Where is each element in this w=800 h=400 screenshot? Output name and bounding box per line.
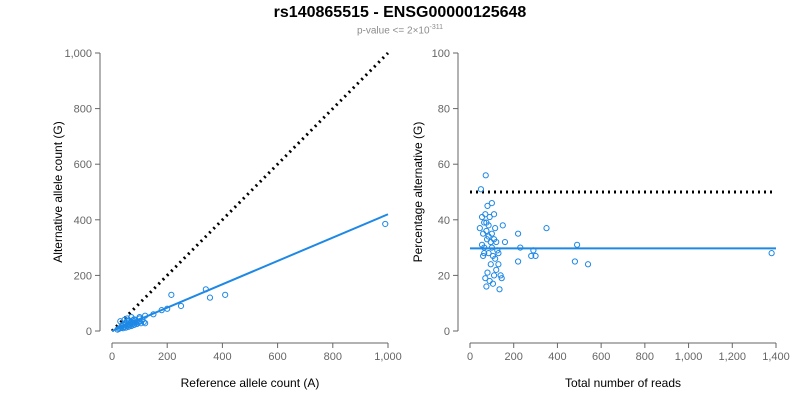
y-tick-label: 100 <box>432 48 450 60</box>
data-point <box>177 302 185 310</box>
x-tick-label: 800 <box>324 351 342 363</box>
data-point <box>206 294 214 301</box>
data-point <box>499 222 506 229</box>
data-point <box>495 261 502 268</box>
data-point <box>484 269 491 276</box>
data-point <box>487 261 494 268</box>
data-point <box>574 241 581 248</box>
data-point <box>483 219 490 226</box>
data-point <box>486 277 493 285</box>
chart-title: rs140865515 - ENSG00000125648 <box>273 4 527 21</box>
data-point <box>493 238 500 246</box>
data-point <box>584 261 592 268</box>
x-tick-label: 1,000 <box>374 351 402 363</box>
data-point <box>222 291 229 298</box>
x-tick-label: 200 <box>505 351 523 363</box>
data-point <box>382 220 389 228</box>
data-point <box>543 225 550 232</box>
data-point <box>117 318 124 325</box>
data-point <box>168 291 175 298</box>
y-tick-label: 40 <box>438 215 450 227</box>
data-point <box>492 255 499 262</box>
x-tick-label: 0 <box>109 351 115 363</box>
x-tick-label: 200 <box>158 351 176 363</box>
y-tick-label: 60 <box>438 159 450 171</box>
data-point <box>514 258 522 265</box>
x-axis-title: Total number of reads <box>565 376 681 390</box>
x-axis-title: Reference allele count (A) <box>181 376 320 390</box>
data-point <box>490 272 498 279</box>
y-tick-label: 600 <box>74 159 92 171</box>
data-point <box>482 275 489 282</box>
data-point <box>532 252 539 260</box>
data-point <box>495 250 502 257</box>
reference-dotted-line <box>110 51 390 333</box>
data-point <box>140 319 147 326</box>
data-point <box>483 227 490 235</box>
data-point <box>142 320 149 327</box>
data-point <box>482 172 489 179</box>
y-tick-label: 400 <box>74 215 92 227</box>
p-value-exponent: -311 <box>429 24 444 31</box>
data-point <box>476 225 483 232</box>
data-point <box>480 252 487 260</box>
x-tick-label: 0 <box>467 351 473 363</box>
data-point <box>484 202 491 209</box>
x-tick-label: 1,000 <box>675 351 703 363</box>
y-axis-title: Alternative allele count (G) <box>51 121 65 262</box>
data-point <box>478 213 486 221</box>
data-point <box>514 230 522 237</box>
fit-line <box>111 213 389 332</box>
y-tick-label: 0 <box>86 326 92 338</box>
data-point <box>501 238 509 246</box>
data-point <box>497 272 504 279</box>
data-point <box>496 286 503 293</box>
x-tick-label: 1,200 <box>719 351 747 363</box>
y-tick-label: 0 <box>444 326 450 338</box>
y-tick-label: 200 <box>74 270 92 282</box>
x-tick-label: 600 <box>592 351 610 363</box>
x-tick-label: 800 <box>636 351 654 363</box>
data-point <box>480 230 487 237</box>
data-point <box>768 250 775 257</box>
data-point <box>477 186 485 193</box>
data-point <box>488 200 495 207</box>
x-tick-label: 400 <box>548 351 566 363</box>
data-point <box>498 275 505 282</box>
data-point <box>483 283 490 290</box>
data-point <box>485 233 492 240</box>
chart-subtitle: p-value <= 2×10-311 <box>0 24 800 36</box>
data-point <box>493 266 500 273</box>
x-tick-label: 600 <box>268 351 286 363</box>
data-point <box>482 211 489 218</box>
y-tick-label: 800 <box>74 104 92 116</box>
y-tick-label: 80 <box>438 104 450 116</box>
p-value-text: p-value <= 2×10 <box>356 25 430 37</box>
y-axis-title: Percentage alternative (G) <box>411 122 425 263</box>
data-point <box>571 258 579 265</box>
data-point <box>478 241 486 248</box>
data-point <box>492 225 499 232</box>
data-point <box>528 252 535 260</box>
allele-count-scatter-panel: 0 200 400 600 800 1,000 Reference allele count… <box>51 48 402 390</box>
data-point <box>489 280 497 287</box>
x-tick-label: 400 <box>213 351 231 363</box>
data-point <box>488 230 495 237</box>
x-tick-label: 1,400 <box>762 351 790 363</box>
y-tick-label: 1,000 <box>64 48 92 60</box>
data-point <box>490 211 498 218</box>
y-tick-label: 20 <box>438 270 450 282</box>
data-point <box>481 219 488 226</box>
data-point <box>481 250 488 257</box>
data-point <box>486 213 493 221</box>
data-point <box>487 238 494 246</box>
data-point <box>485 250 492 257</box>
